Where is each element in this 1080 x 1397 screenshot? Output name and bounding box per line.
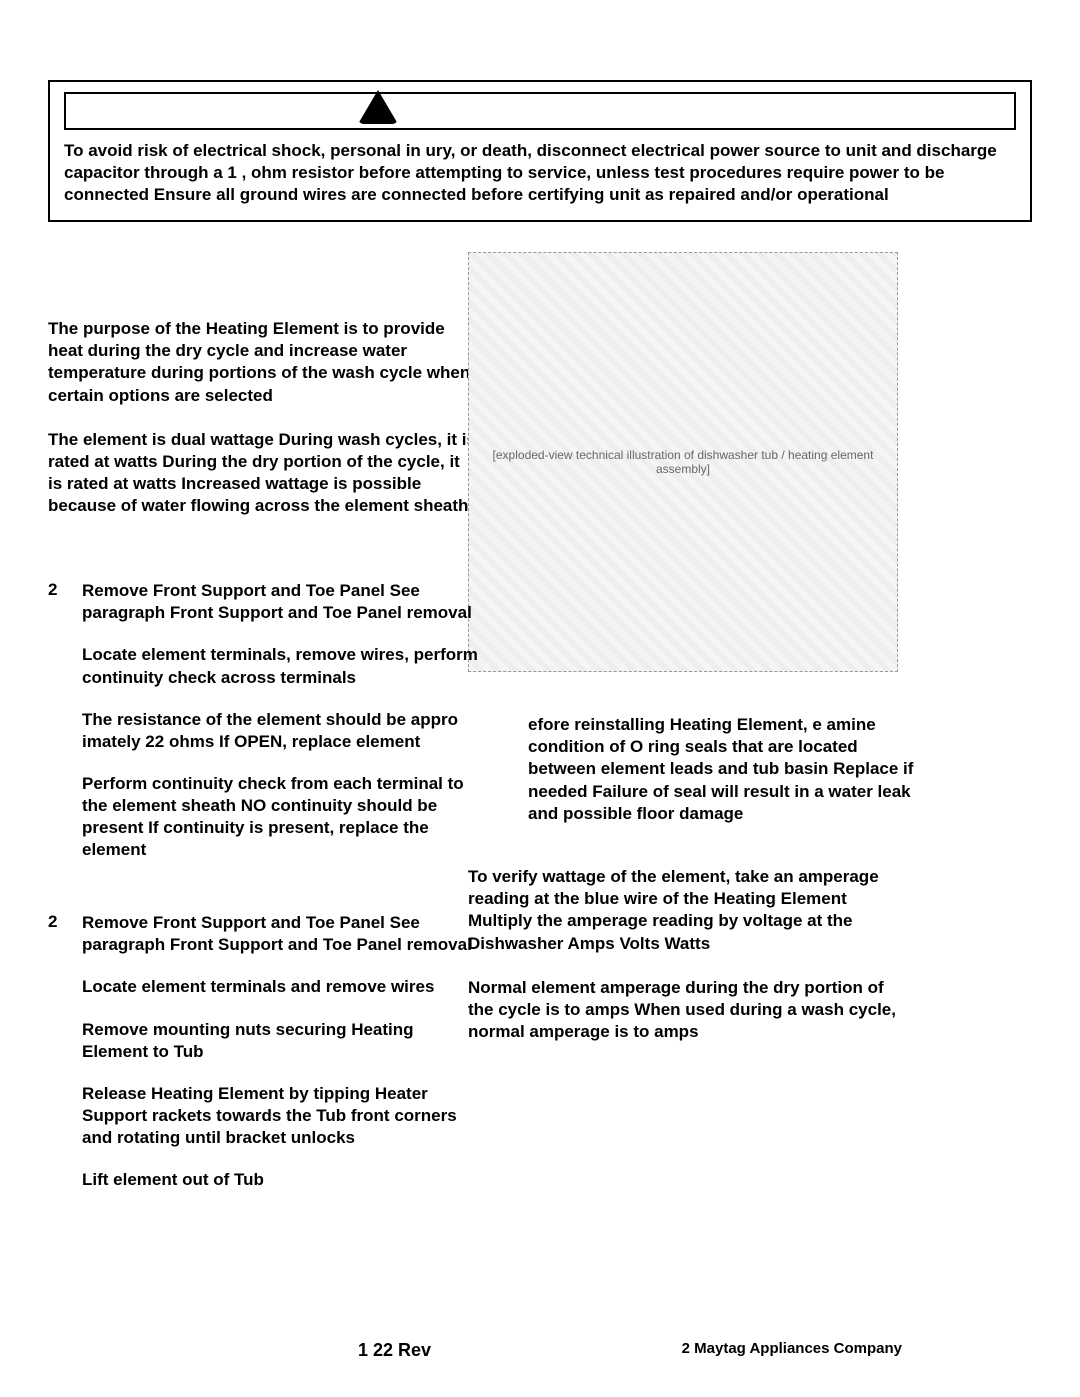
- testing-sub-2: The resistance of the element should be …: [82, 709, 478, 753]
- reinstall-note: efore reinstalling Heating Element, e am…: [528, 714, 918, 824]
- testing-block: 2 Remove Front Support and Toe Panel See…: [48, 580, 478, 881]
- warning-box: To avoid risk of electrical shock, perso…: [48, 80, 1032, 222]
- warning-triangle-icon: [358, 90, 398, 124]
- removal-sub-1: Locate element terminals and remove wire…: [82, 976, 478, 998]
- testing-sub-3: Perform continuity check from each termi…: [82, 773, 478, 861]
- removal-sub-2: Remove mounting nuts securing Heating El…: [82, 1019, 478, 1063]
- footer-right: 2 Maytag Appliances Company: [682, 1340, 1032, 1361]
- removal-line-1: Remove Front Support and Toe Panel See p…: [82, 912, 478, 956]
- verify-paragraph-1: To verify wattage of the element, take a…: [468, 866, 908, 954]
- removal-sub-4: Lift element out of Tub: [82, 1169, 478, 1191]
- verify-paragraph-2: Normal element amperage during the dry p…: [468, 977, 908, 1043]
- step-number: 2: [48, 912, 66, 1191]
- diagram-label: [exploded-view technical illustration of…: [469, 448, 897, 476]
- testing-sub-1: Locate element terminals, remove wires, …: [82, 644, 478, 688]
- testing-step: 2 Remove Front Support and Toe Panel See…: [48, 580, 478, 861]
- page-footer: 1 22 Rev 2 Maytag Appliances Company: [0, 1340, 1080, 1361]
- warning-text: To avoid risk of electrical shock, perso…: [64, 140, 1016, 206]
- removal-sub-3: Release Heating Element by tipping Heate…: [82, 1083, 478, 1149]
- intro-block: The purpose of the Heating Element is to…: [48, 318, 478, 539]
- removal-step: 2 Remove Front Support and Toe Panel See…: [48, 912, 478, 1191]
- removal-block: 2 Remove Front Support and Toe Panel See…: [48, 912, 478, 1211]
- step-number: 2: [48, 580, 66, 861]
- verify-block: To verify wattage of the element, take a…: [468, 866, 908, 1065]
- testing-line-1: Remove Front Support and Toe Panel See p…: [82, 580, 478, 624]
- footer-left: 1 22 Rev: [48, 1340, 431, 1361]
- exploded-view-diagram: [exploded-view technical illustration of…: [468, 252, 898, 672]
- intro-paragraph-2: The element is dual wattage During wash …: [48, 429, 478, 517]
- intro-paragraph-1: The purpose of the Heating Element is to…: [48, 318, 478, 406]
- warning-header-bar: [64, 92, 1016, 130]
- content: The purpose of the Heating Element is to…: [48, 262, 1032, 1222]
